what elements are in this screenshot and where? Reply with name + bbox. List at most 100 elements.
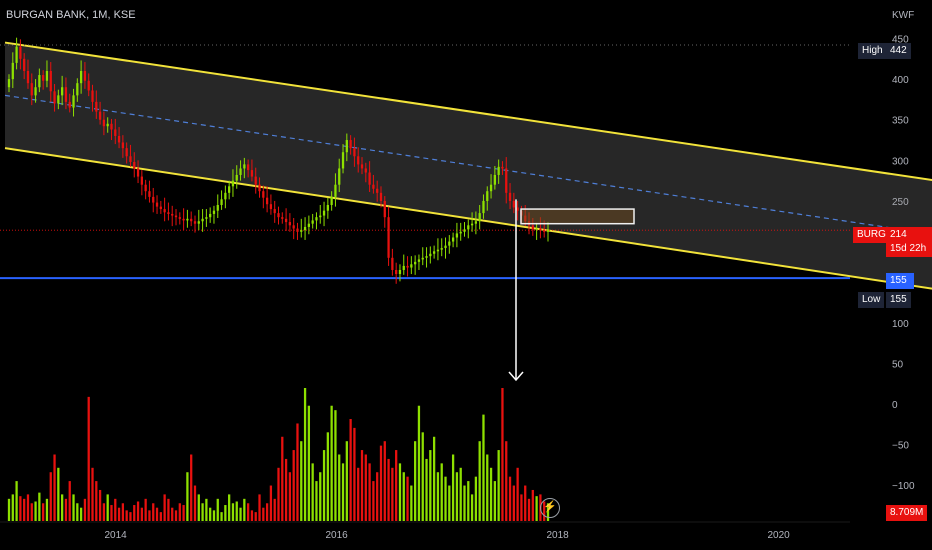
- candle-body: [315, 217, 318, 221]
- volume-bar: [205, 498, 208, 521]
- candle-body: [395, 269, 398, 275]
- candle-body: [220, 199, 223, 206]
- candle-body: [87, 80, 90, 91]
- channel-lower-line: [4, 147, 932, 290]
- volume-bar: [231, 503, 235, 521]
- candle-body: [79, 70, 83, 84]
- channel-upper-line: [4, 41, 932, 182]
- volume-bar: [155, 507, 159, 521]
- candle-body: [288, 222, 292, 226]
- candle-body: [26, 70, 30, 84]
- volume-bar: [303, 388, 307, 521]
- volume-bar: [114, 498, 117, 521]
- volume-bar: [110, 505, 113, 521]
- candle-body: [292, 225, 295, 229]
- volume-bar: [190, 454, 193, 521]
- candle-body: [106, 123, 109, 127]
- y-tick-label: 0: [892, 400, 898, 411]
- countdown-tag: 15d 22h: [886, 241, 932, 257]
- volume-bar: [376, 472, 379, 521]
- volume-bar: [357, 467, 360, 521]
- candle-body: [284, 218, 288, 223]
- volume-bar: [520, 494, 523, 521]
- volume-bar: [246, 503, 250, 521]
- candle-body: [152, 196, 155, 203]
- volume-bar: [444, 476, 447, 521]
- high-tag-value: 442: [886, 43, 911, 59]
- volume-bar: [319, 472, 322, 521]
- candle-body: [45, 70, 49, 81]
- volume-bar: [23, 498, 26, 521]
- candle-body: [277, 213, 280, 218]
- volume-bar: [129, 512, 132, 521]
- candle-body: [133, 161, 136, 169]
- volume-bar: [527, 498, 531, 521]
- candle-body: [228, 186, 231, 193]
- candle-body: [190, 218, 193, 222]
- volume-bar: [493, 481, 496, 521]
- volume-bar: [353, 427, 356, 521]
- volume-bar: [98, 489, 102, 521]
- candle-body: [326, 205, 329, 211]
- volume-bar: [281, 436, 284, 521]
- candle-body: [429, 253, 432, 257]
- volume-bar: [379, 445, 383, 521]
- candle-body: [421, 257, 424, 260]
- volume-bar: [459, 467, 462, 521]
- candle-body: [474, 221, 478, 224]
- volume-bar: [45, 498, 49, 521]
- volume-bar: [95, 481, 98, 521]
- candle-body: [417, 259, 421, 262]
- candle-body: [163, 209, 166, 213]
- candle-body: [444, 245, 447, 249]
- volume-bar: [243, 498, 246, 521]
- volume-bar: [262, 507, 265, 521]
- candle-body: [193, 221, 197, 224]
- candle-body: [349, 140, 352, 149]
- candle-body: [398, 269, 402, 275]
- candle-body: [23, 58, 26, 71]
- y-tick-label: −50: [892, 441, 909, 452]
- candle-body: [489, 184, 493, 192]
- volume-bar: [364, 454, 367, 521]
- volume-bar: [19, 496, 22, 521]
- candle-body: [114, 129, 117, 136]
- low-tag-label: Low: [858, 292, 885, 308]
- candle-body: [186, 218, 189, 221]
- x-tick-label: 2020: [768, 530, 791, 541]
- volume-bar: [372, 481, 375, 521]
- candle-body: [243, 164, 246, 169]
- candle-body: [440, 248, 443, 250]
- volume-bar: [360, 450, 364, 521]
- price-tag: 214: [886, 227, 932, 243]
- candle-body: [83, 70, 87, 81]
- lightning-icon: ⚡: [540, 498, 560, 518]
- volume-bar: [273, 498, 276, 521]
- candle-body: [334, 184, 337, 197]
- candle-body: [64, 87, 68, 102]
- target-arrow-head: [508, 371, 524, 382]
- candle-body: [531, 225, 534, 230]
- volume-bar: [516, 467, 519, 521]
- volume-bar: [463, 485, 466, 521]
- candle-body: [121, 142, 125, 149]
- hline-price-tag: 155: [886, 273, 914, 289]
- candle-body: [61, 87, 64, 96]
- symbol-tag: BURG: [853, 227, 890, 243]
- candle-body: [11, 62, 14, 80]
- candle-body: [197, 221, 200, 224]
- x-tick-label: 2018: [547, 530, 570, 541]
- candle-body: [360, 164, 364, 169]
- volume-bar: [455, 472, 459, 521]
- volume-bar: [330, 405, 333, 521]
- x-tick-label: 2016: [326, 530, 349, 541]
- candle-body: [406, 265, 409, 268]
- volume-bar: [79, 507, 83, 521]
- candle-body: [391, 257, 394, 270]
- volume-bar: [448, 485, 451, 521]
- volume-bar: [387, 458, 390, 521]
- volume-bar: [429, 450, 432, 521]
- volume-bar: [182, 505, 185, 521]
- x-tick-label: 2014: [105, 530, 128, 541]
